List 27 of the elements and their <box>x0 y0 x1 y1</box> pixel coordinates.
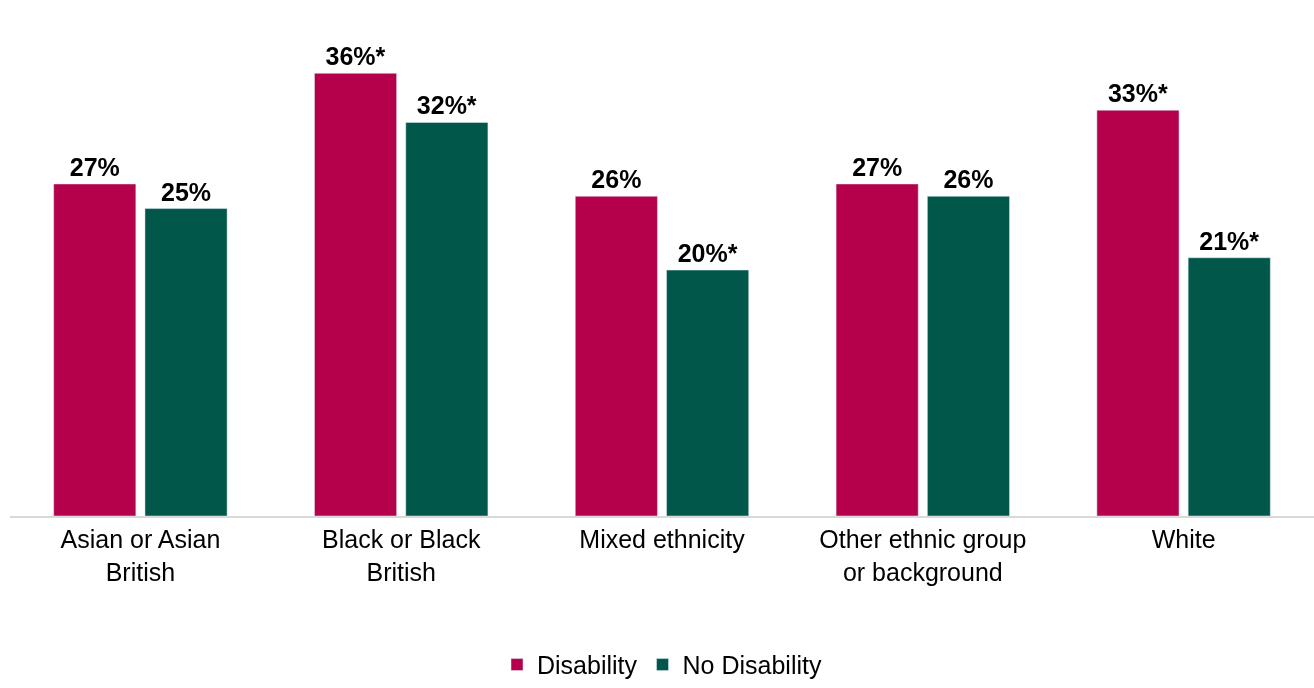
data-label: 32%* <box>416 91 477 120</box>
bar <box>314 73 397 516</box>
data-label: 21%* <box>1199 226 1260 255</box>
bar <box>835 183 919 516</box>
legend-label: No Disability <box>682 651 822 680</box>
bar <box>1187 257 1271 516</box>
bar <box>53 183 137 516</box>
bar <box>1096 109 1180 516</box>
data-label: 33%* <box>1107 79 1168 108</box>
bar <box>927 196 1010 516</box>
x-tick-label: White <box>1151 525 1216 553</box>
bar <box>666 269 749 516</box>
data-label: 27% <box>69 152 120 181</box>
x-tick-label: Black or Black British <box>322 525 481 586</box>
x-tick-label: Other ethnic group or background <box>819 525 1027 586</box>
legend-label: Disability <box>537 651 638 680</box>
bar <box>405 122 489 516</box>
x-tick-label: Asian or Asian British <box>60 525 221 586</box>
data-label: 26% <box>943 165 994 194</box>
x-tick-label: Mixed ethnicity <box>579 525 746 553</box>
bar <box>575 196 658 516</box>
data-label: 20%* <box>677 239 738 268</box>
data-label: 27% <box>852 152 903 181</box>
data-label: 25% <box>161 177 212 206</box>
bar <box>144 208 228 516</box>
data-label: 36%* <box>325 42 386 71</box>
data-label: 26% <box>591 165 642 194</box>
